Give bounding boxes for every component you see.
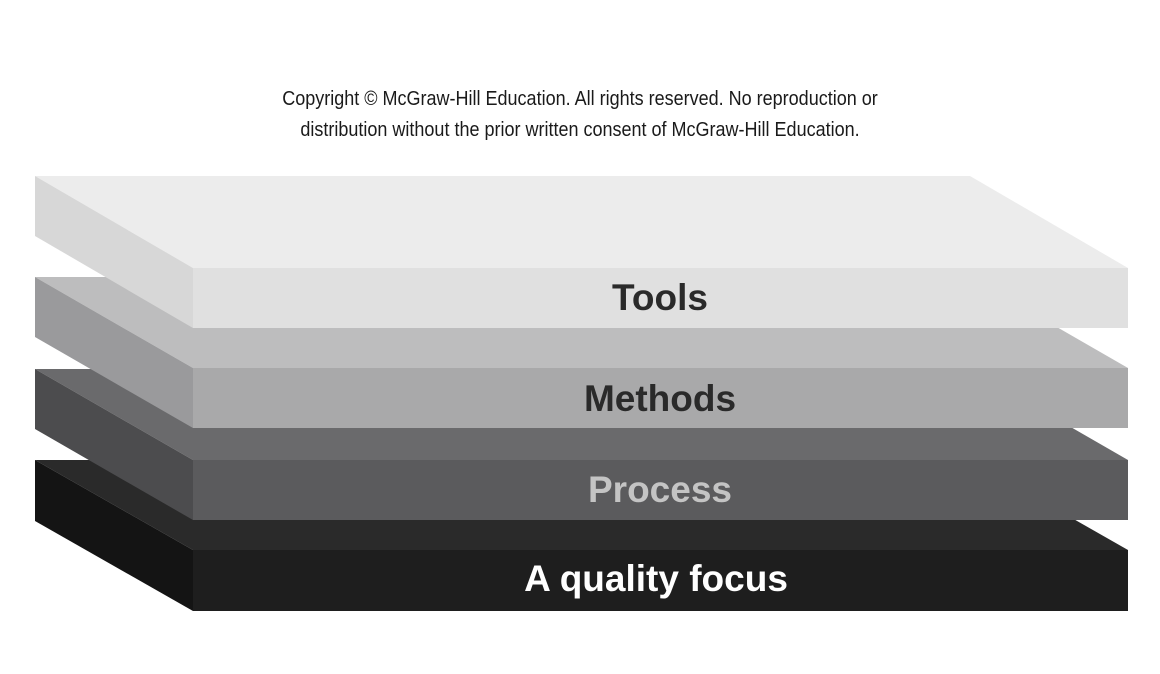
layer-quality-focus-front xyxy=(193,550,1128,611)
layer-quality-focus-label: A quality focus xyxy=(524,558,788,599)
copyright-line-2: distribution without the prior written c… xyxy=(300,119,860,141)
layer-process-label: Process xyxy=(588,469,732,510)
layer-process-front xyxy=(193,460,1128,520)
layer-tools: Tools xyxy=(35,176,1128,328)
layer-methods-side xyxy=(35,277,193,428)
copyright-line-1: Copyright © McGraw-Hill Education. All r… xyxy=(282,88,878,110)
layer-tools-label: Tools xyxy=(612,277,708,318)
layer-tools-top xyxy=(35,176,1128,268)
layer-methods-front xyxy=(193,368,1128,428)
layer-tools-side xyxy=(35,176,193,328)
layer-quality-focus-side xyxy=(35,460,193,611)
layer-methods-label: Methods xyxy=(584,378,736,419)
layer-process-side xyxy=(35,369,193,520)
layer-tools-front xyxy=(193,268,1128,328)
copyright-notice: Copyright © McGraw-Hill Education. All r… xyxy=(58,84,1102,146)
